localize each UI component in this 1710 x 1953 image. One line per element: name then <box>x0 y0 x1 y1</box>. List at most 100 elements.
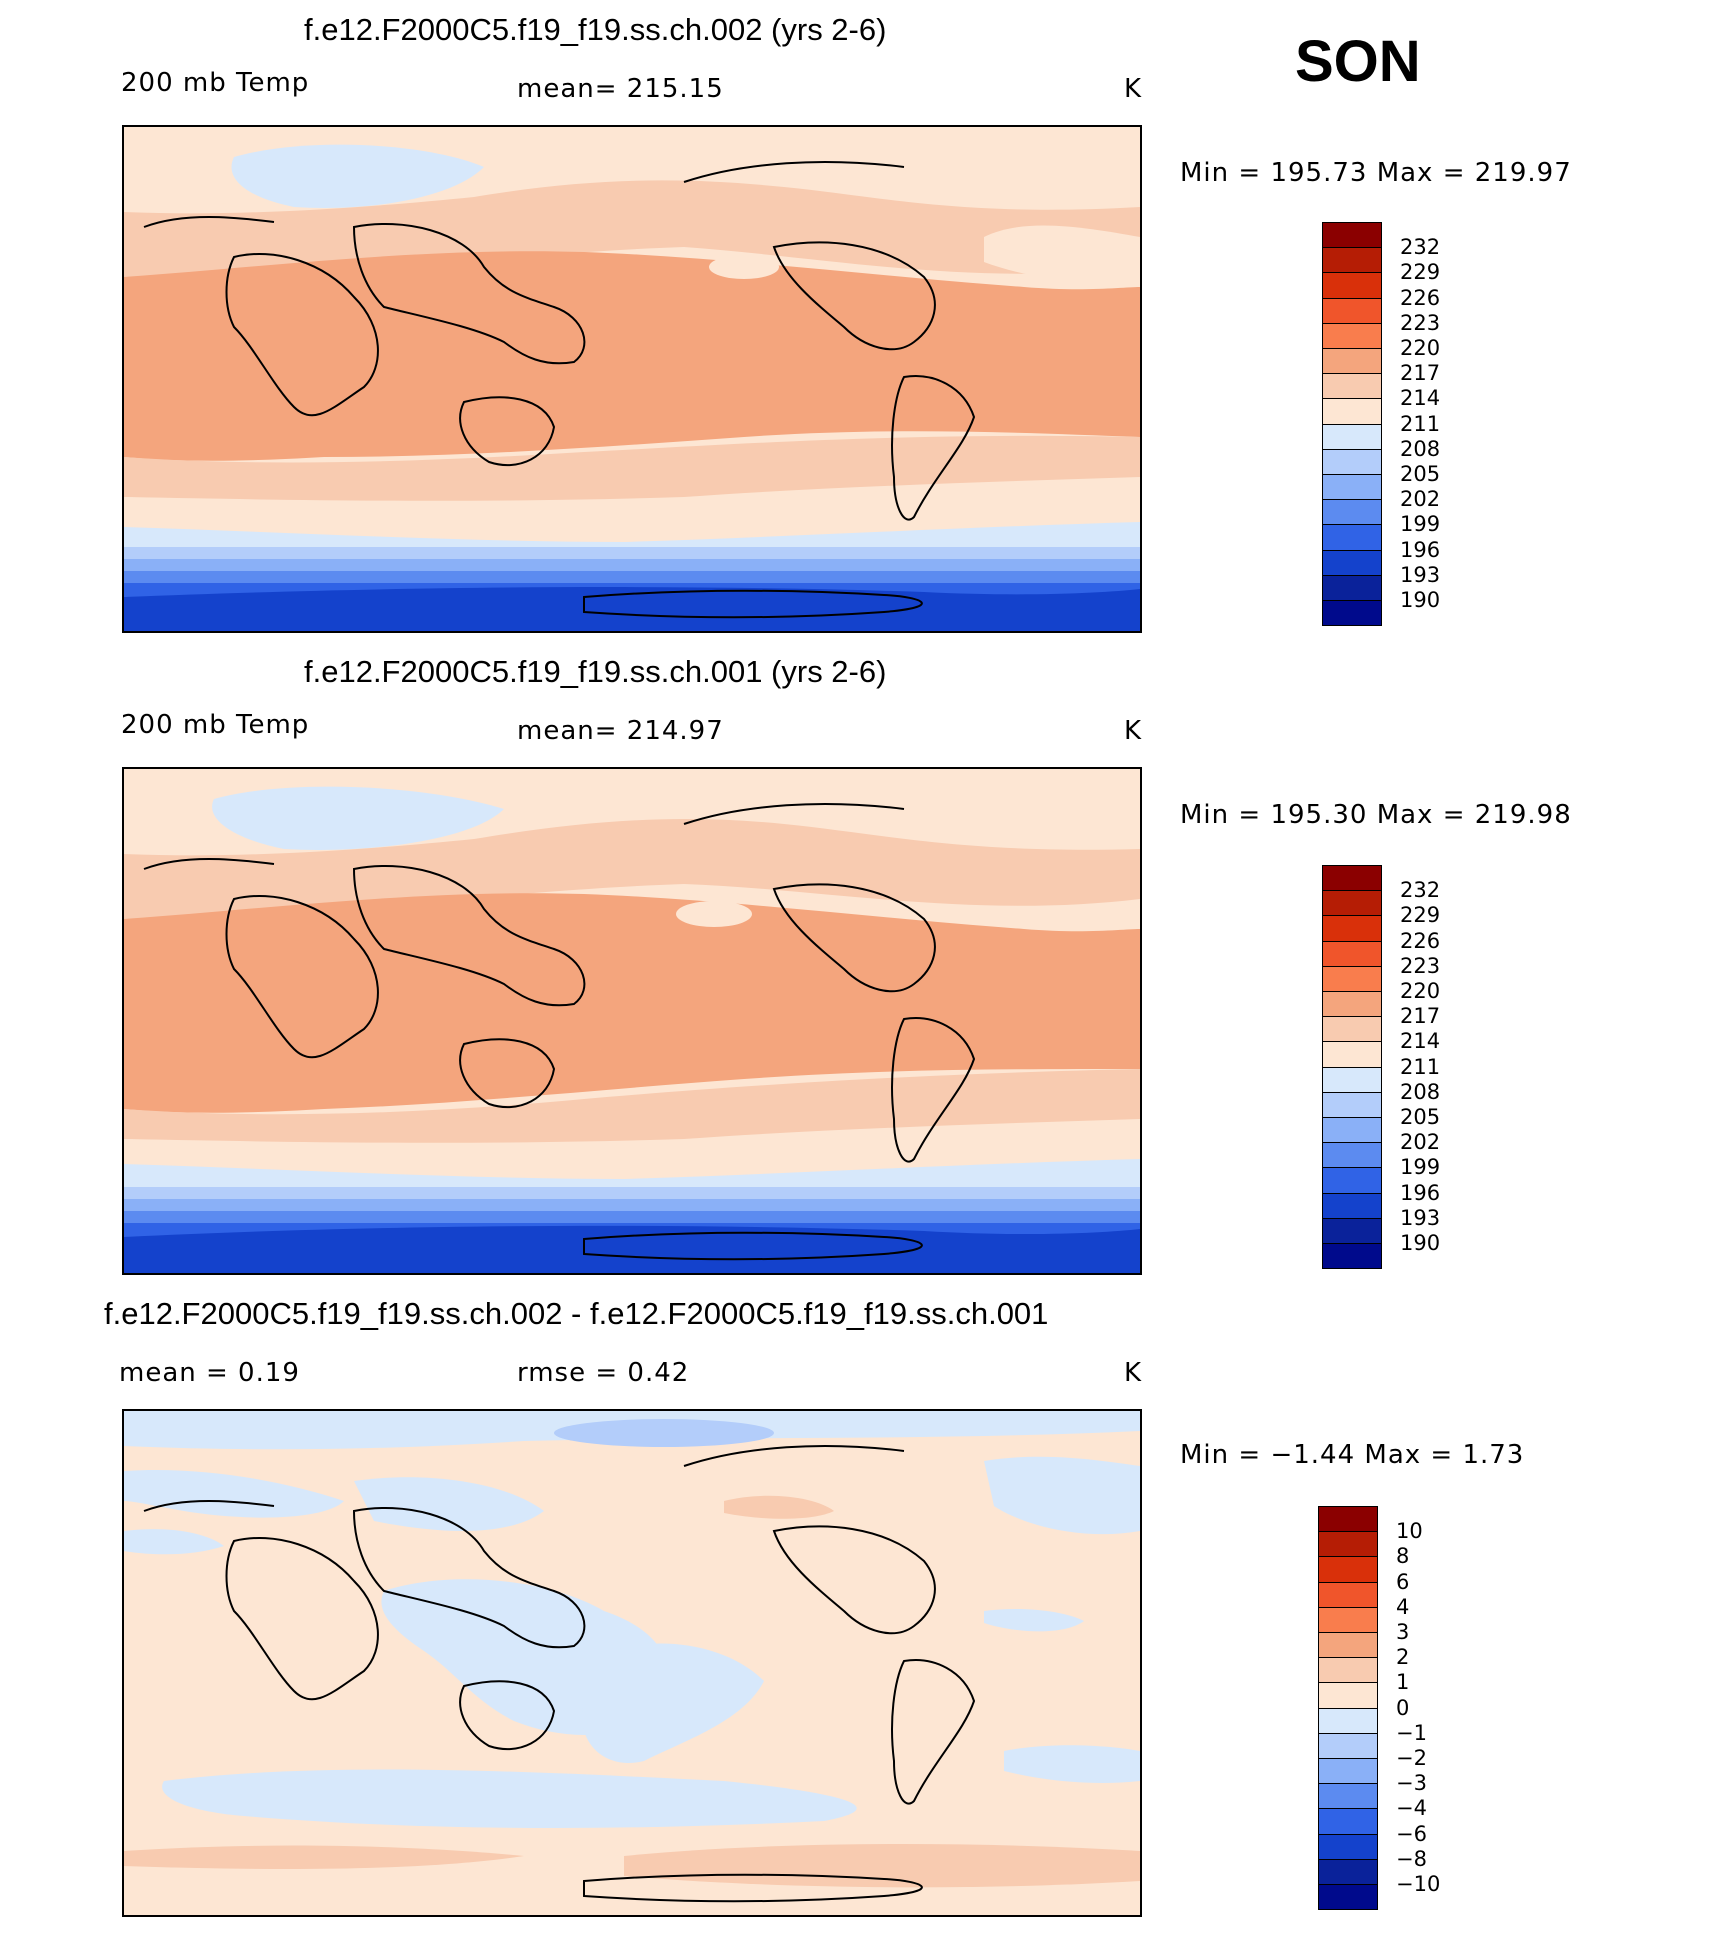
colorbar-swatch <box>1322 890 1382 917</box>
colorbar-tick-label: 208 <box>1400 436 1441 461</box>
colorbar-tick-label: −3 <box>1396 1771 1427 1796</box>
colorbar-swatch <box>1322 965 1382 992</box>
colorbar-swatch <box>1318 1858 1378 1885</box>
colorbar-tick-label: −6 <box>1396 1821 1427 1846</box>
colorbar-swatch <box>1322 1091 1382 1118</box>
panel3-field <box>124 1411 1140 1915</box>
colorbar-tick-label: 223 <box>1400 953 1441 978</box>
colorbar-tick-label: 226 <box>1400 285 1441 310</box>
panel2-title: f.e12.F2000C5.f19_f19.ss.ch.001 (yrs 2-6… <box>304 654 887 689</box>
colorbar-swatch <box>1322 272 1382 299</box>
colorbar-tick-label: 6 <box>1396 1569 1410 1594</box>
colorbar-tick-label: 0 <box>1396 1695 1410 1720</box>
colorbar-tick-label: 232 <box>1400 878 1441 903</box>
panel2-minmax: Min = 195.30 Max = 219.98 <box>1180 800 1572 830</box>
colorbar-tick-label: 190 <box>1400 588 1441 612</box>
colorbar-swatch <box>1318 1783 1378 1810</box>
panel1-variable-label: 200 mb Temp <box>121 68 310 98</box>
colorbar-tick-label: 202 <box>1400 487 1441 512</box>
colorbar-tick-label: 2 <box>1396 1645 1410 1670</box>
colorbar-swatch <box>1318 1884 1378 1911</box>
panel1-minmax: Min = 195.73 Max = 219.97 <box>1180 158 1572 188</box>
colorbar-tick-label: 211 <box>1400 1054 1441 1079</box>
colorbar-tick-label: 214 <box>1400 1029 1441 1054</box>
colorbar-swatch <box>1322 222 1382 249</box>
panel1-title: f.e12.F2000C5.f19_f19.ss.ch.002 (yrs 2-6… <box>304 12 887 47</box>
panel1-map-svg <box>124 127 1140 631</box>
panel1-units: K <box>1124 74 1143 104</box>
colorbar-swatch <box>1322 1041 1382 1068</box>
colorbar-tick-label: 220 <box>1400 979 1441 1003</box>
colorbar-tick-label: 4 <box>1396 1594 1410 1619</box>
colorbar-tick-label: 232 <box>1400 235 1441 260</box>
colorbar-swatch <box>1318 1506 1378 1533</box>
colorbar-swatch <box>1318 1606 1378 1633</box>
colorbar-swatch <box>1318 1833 1378 1860</box>
panel3-units: K <box>1124 1358 1143 1388</box>
colorbar-swatch <box>1322 423 1382 450</box>
panel3-rmse: rmse = 0.42 <box>517 1358 690 1388</box>
colorbar-swatch <box>1318 1632 1378 1659</box>
colorbar-tick-label: 205 <box>1400 462 1441 486</box>
colorbar-tick-label: −2 <box>1396 1746 1427 1770</box>
colorbar-swatch <box>1322 940 1382 967</box>
colorbar-swatch <box>1322 574 1382 601</box>
panel3-title: f.e12.F2000C5.f19_f19.ss.ch.002 - f.e12.… <box>104 1296 1049 1331</box>
colorbar-swatch <box>1322 398 1382 425</box>
colorbar-tick-label: 8 <box>1396 1544 1410 1569</box>
colorbar-swatch <box>1318 1758 1378 1785</box>
colorbar-tick-label: 211 <box>1400 411 1441 436</box>
colorbar-swatch <box>1322 1217 1382 1244</box>
panel2-variable-label: 200 mb Temp <box>121 710 310 740</box>
colorbar-tick-label: 196 <box>1400 1180 1441 1205</box>
panel2-field <box>124 769 1140 1273</box>
colorbar-swatch <box>1322 865 1382 892</box>
colorbar-swatch <box>1318 1808 1378 1835</box>
panel2-map-svg <box>124 769 1140 1273</box>
colorbar-swatch <box>1322 297 1382 324</box>
colorbar-swatch <box>1318 1657 1378 1684</box>
colorbar-swatch <box>1322 1192 1382 1219</box>
colorbar-tick-label: 217 <box>1400 361 1441 386</box>
colorbar-tick-label: 205 <box>1400 1105 1441 1129</box>
colorbar-swatch <box>1318 1531 1378 1558</box>
colorbar-swatch <box>1322 1167 1382 1194</box>
colorbar-swatch <box>1322 1243 1382 1270</box>
colorbar-swatch <box>1322 348 1382 375</box>
colorbar-swatch <box>1318 1556 1378 1583</box>
colorbar-swatch <box>1322 322 1382 349</box>
panel1-field <box>124 127 1140 631</box>
panel3-map-svg <box>124 1411 1140 1915</box>
colorbar-tick-label: −10 <box>1396 1872 1441 1896</box>
colorbar-tick-label: 196 <box>1400 537 1441 562</box>
panel1-coastlines <box>143 161 976 619</box>
colorbar-swatch <box>1322 373 1382 400</box>
colorbar-tick-label: 3 <box>1396 1620 1410 1644</box>
colorbar-tick-label: 226 <box>1400 928 1441 953</box>
season-label: SON <box>1295 29 1421 94</box>
colorbar-tick-label: 214 <box>1400 386 1441 411</box>
colorbar-tick-label: −1 <box>1396 1720 1427 1745</box>
colorbar-swatch <box>1318 1707 1378 1734</box>
panel2-coastlines <box>143 803 976 1261</box>
colorbar-swatch <box>1318 1732 1378 1759</box>
colorbar-swatch <box>1322 499 1382 526</box>
colorbar-tick-label: 199 <box>1400 1155 1441 1180</box>
colorbar-tick-label: 202 <box>1400 1130 1441 1155</box>
colorbar-tick-label: 10 <box>1396 1519 1423 1544</box>
colorbar-swatch <box>1322 524 1382 551</box>
colorbar-swatch <box>1322 991 1382 1018</box>
panel3-minmax: Min = −1.44 Max = 1.73 <box>1180 1440 1525 1470</box>
panel3-mean: mean = 0.19 <box>119 1358 300 1388</box>
colorbar-swatch <box>1322 1117 1382 1144</box>
colorbar-tick-label: 193 <box>1400 562 1441 587</box>
colorbar-swatch <box>1318 1682 1378 1709</box>
colorbar-tick-label: 1 <box>1396 1670 1410 1695</box>
panel2-map <box>122 767 1142 1275</box>
colorbar-swatch <box>1322 549 1382 576</box>
colorbar-tick-label: 220 <box>1400 336 1441 360</box>
panel2-mean: mean= 214.97 <box>517 716 724 746</box>
colorbar-swatch <box>1322 1066 1382 1093</box>
panel2-units: K <box>1124 716 1143 746</box>
colorbar-swatch <box>1322 1142 1382 1169</box>
